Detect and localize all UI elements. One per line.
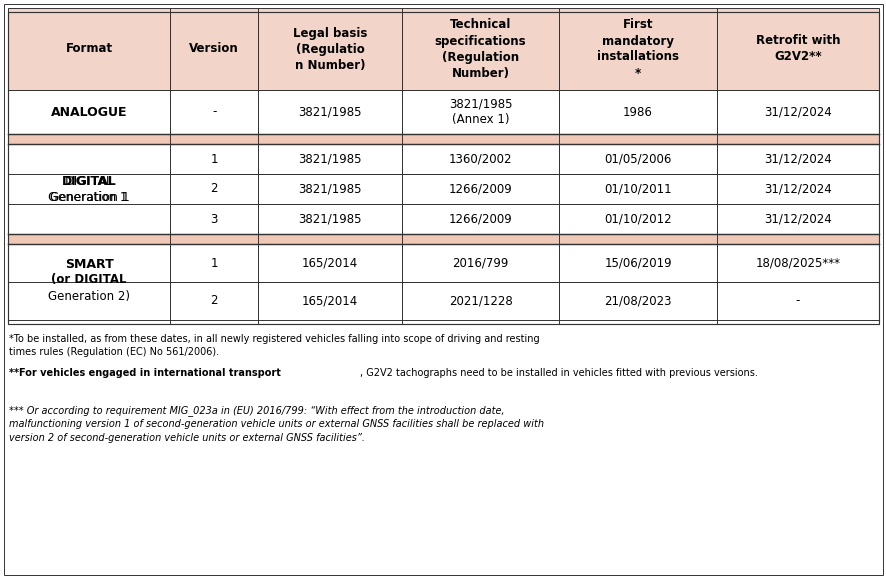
Bar — [559, 244, 716, 282]
Text: 3821/1985: 3821/1985 — [298, 212, 361, 225]
Bar — [170, 204, 258, 234]
Bar — [559, 144, 716, 174]
Text: *** Or according to requirement MIG_023a in (EU) 2016/799: “With effect from the: *** Or according to requirement MIG_023a… — [9, 405, 543, 442]
Text: 2: 2 — [210, 182, 218, 196]
Bar — [401, 204, 559, 234]
Text: 165/2014: 165/2014 — [301, 295, 358, 307]
Text: 3821/1985
(Annex 1): 3821/1985 (Annex 1) — [448, 97, 512, 126]
Text: 31/12/2024: 31/12/2024 — [763, 152, 831, 166]
Bar — [258, 174, 401, 204]
Bar — [8, 12, 878, 324]
Bar — [8, 8, 170, 90]
Text: *To be installed, as from these dates, in all newly registered vehicles falling : *To be installed, as from these dates, i… — [9, 334, 539, 357]
Bar — [716, 244, 878, 282]
Text: Version: Version — [189, 42, 238, 56]
Bar — [258, 282, 401, 320]
Text: ANALOGUE: ANALOGUE — [51, 105, 128, 119]
Text: DIGITAL: DIGITAL — [62, 174, 116, 188]
Bar — [8, 244, 170, 320]
Text: 31/12/2024: 31/12/2024 — [763, 105, 831, 119]
Bar — [170, 144, 258, 174]
Text: 18/08/2025***: 18/08/2025*** — [755, 256, 839, 269]
Bar — [170, 244, 258, 282]
Bar — [559, 282, 716, 320]
Bar — [8, 234, 878, 244]
Bar — [401, 8, 559, 90]
Text: 1: 1 — [210, 152, 218, 166]
Bar — [559, 90, 716, 134]
Bar — [170, 174, 258, 204]
Text: -: - — [795, 295, 799, 307]
Text: 165/2014: 165/2014 — [301, 256, 358, 269]
Text: 31/12/2024: 31/12/2024 — [763, 182, 831, 196]
Bar — [716, 144, 878, 174]
Bar — [8, 134, 878, 144]
Text: **For vehicles engaged in international transport: **For vehicles engaged in international … — [9, 368, 281, 378]
Bar — [170, 8, 258, 90]
Bar — [258, 204, 401, 234]
Text: 3821/1985: 3821/1985 — [298, 182, 361, 196]
Text: 1266/2009: 1266/2009 — [448, 212, 512, 225]
Text: Legal basis
(Regulatio
n Number): Legal basis (Regulatio n Number) — [292, 27, 367, 71]
Text: 3821/1985: 3821/1985 — [298, 105, 361, 119]
Text: 3: 3 — [210, 212, 218, 225]
Text: -: - — [212, 105, 216, 119]
Text: SMART: SMART — [65, 258, 113, 270]
Bar — [258, 144, 401, 174]
Bar — [401, 282, 559, 320]
Text: 1266/2009: 1266/2009 — [448, 182, 512, 196]
Text: 1: 1 — [210, 256, 218, 269]
Bar — [8, 144, 170, 234]
Bar — [401, 90, 559, 134]
Text: First
mandatory
installations
*: First mandatory installations * — [596, 19, 679, 79]
Text: 01/10/2012: 01/10/2012 — [603, 212, 671, 225]
Text: 01/05/2006: 01/05/2006 — [603, 152, 671, 166]
Text: 3821/1985: 3821/1985 — [298, 152, 361, 166]
Text: 31/12/2024: 31/12/2024 — [763, 212, 831, 225]
Bar — [559, 174, 716, 204]
Bar — [401, 174, 559, 204]
Text: Technical
specifications
(Regulation
Number): Technical specifications (Regulation Num… — [434, 19, 525, 79]
Text: 21/08/2023: 21/08/2023 — [603, 295, 671, 307]
Bar — [401, 144, 559, 174]
Text: Format: Format — [66, 42, 113, 56]
Text: 15/06/2019: 15/06/2019 — [603, 256, 671, 269]
Text: (or DIGITAL: (or DIGITAL — [51, 273, 127, 287]
Text: 1360/2002: 1360/2002 — [448, 152, 512, 166]
Bar — [716, 90, 878, 134]
Bar — [401, 244, 559, 282]
Text: Generation 2): Generation 2) — [48, 290, 130, 302]
Bar — [716, 204, 878, 234]
Text: 2021/1228: 2021/1228 — [448, 295, 512, 307]
Bar — [170, 90, 258, 134]
Text: , G2V2 tachographs need to be installed in vehicles fitted with previous version: , G2V2 tachographs need to be installed … — [360, 368, 757, 378]
Text: 01/10/2011: 01/10/2011 — [603, 182, 671, 196]
Text: 2016/799: 2016/799 — [452, 256, 509, 269]
Bar — [258, 244, 401, 282]
Bar — [258, 90, 401, 134]
Bar — [559, 8, 716, 90]
Text: 2: 2 — [210, 295, 218, 307]
Text: Generation 1: Generation 1 — [51, 190, 128, 203]
Bar — [170, 282, 258, 320]
Bar — [8, 90, 170, 134]
Text: 1986: 1986 — [623, 105, 652, 119]
Bar — [559, 204, 716, 234]
Bar — [716, 174, 878, 204]
Bar — [716, 8, 878, 90]
Bar — [716, 282, 878, 320]
Text: DIGITAL
Generation 1: DIGITAL Generation 1 — [48, 174, 130, 203]
Bar — [258, 8, 401, 90]
Text: Retrofit with
G2V2**: Retrofit with G2V2** — [755, 35, 839, 64]
